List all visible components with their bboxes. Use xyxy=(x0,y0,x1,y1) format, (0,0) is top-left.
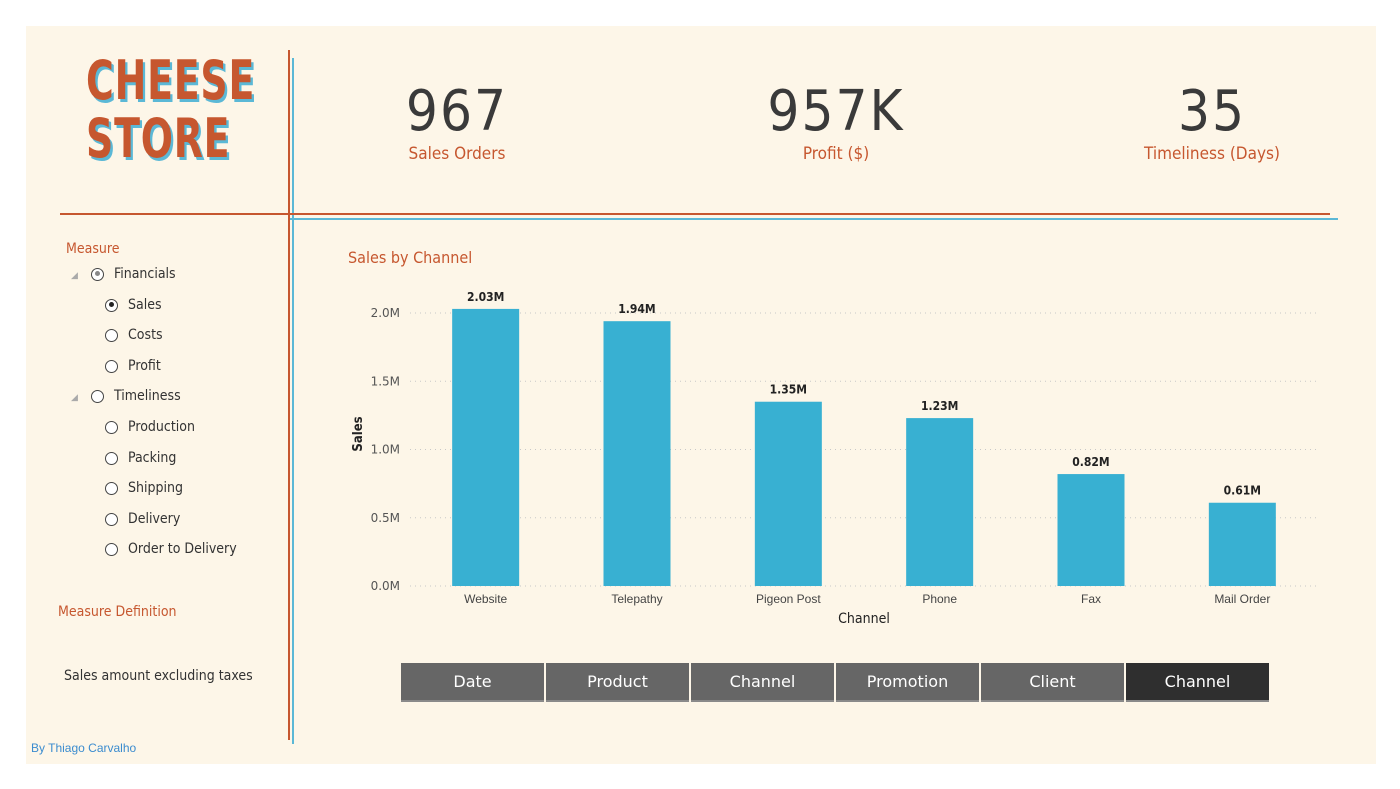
slicer-item-label: Sales xyxy=(128,297,162,313)
data-label: 1.23M xyxy=(921,399,958,413)
nav-button-channel[interactable]: Channel xyxy=(691,663,834,702)
slicer-item-costs[interactable]: Costs xyxy=(105,327,163,343)
logo-line-1: CHEESE xyxy=(86,49,256,112)
radio-icon[interactable] xyxy=(105,451,118,465)
radio-icon[interactable] xyxy=(105,359,118,373)
slicer-item-label: Shipping xyxy=(128,480,183,496)
nav-button-promotion[interactable]: Promotion xyxy=(836,663,979,702)
measure-definition-text: Sales amount excluding taxes xyxy=(64,668,253,684)
data-label: 0.61M xyxy=(1224,484,1261,498)
slicer-item-delivery[interactable]: Delivery xyxy=(105,511,180,527)
bar xyxy=(603,321,671,586)
y-axis-title: Sales xyxy=(351,416,366,451)
data-label: 2.03M xyxy=(467,290,504,304)
radio-icon[interactable] xyxy=(105,512,118,526)
radio-icon[interactable] xyxy=(91,389,104,403)
slicer-item-shipping[interactable]: Shipping xyxy=(105,480,183,496)
kpi-sales-orders: 967 Sales Orders xyxy=(347,79,567,165)
radio-icon[interactable] xyxy=(105,542,118,556)
slicer-item-label: Profit xyxy=(128,358,161,374)
nav-button-product[interactable]: Product xyxy=(546,663,689,702)
slicer-item-order-to-delivery[interactable]: Order to Delivery xyxy=(105,541,237,557)
x-tick-label: Mail Order xyxy=(1214,592,1270,606)
slicer-item-label: Production xyxy=(128,419,195,435)
slicer-item-sales[interactable]: Sales xyxy=(105,297,162,313)
slicer-item-label: Costs xyxy=(128,327,163,343)
x-tick-label: Telepathy xyxy=(611,592,662,606)
author-credit: By Thiago Carvalho xyxy=(31,741,137,755)
bar xyxy=(1208,502,1276,586)
y-tick-label: 2.0M xyxy=(371,306,400,320)
y-tick-label: 1.5M xyxy=(371,374,400,388)
kpi-label: Profit ($) xyxy=(802,144,870,164)
y-tick-label: 0.0M xyxy=(371,579,400,593)
collapse-triangle-icon[interactable]: ◢ xyxy=(71,271,78,281)
radio-icon[interactable] xyxy=(105,481,118,495)
slicer-item-profit[interactable]: Profit xyxy=(105,358,161,374)
slicer-group-label: Timeliness xyxy=(114,388,181,404)
radio-icon[interactable] xyxy=(91,267,104,281)
data-label: 1.35M xyxy=(770,383,807,397)
kpi-profit: 957K Profit ($) xyxy=(726,79,946,165)
slicer-group-label: Financials xyxy=(114,266,176,282)
bar xyxy=(1057,474,1125,586)
logo-line-2: STORE xyxy=(86,107,231,170)
horizontal-divider-red xyxy=(60,213,1330,215)
kpi-value: 967 xyxy=(405,79,509,144)
kpi-value: 35 xyxy=(1177,79,1247,144)
slicer-group-timeliness[interactable]: Timeliness xyxy=(91,388,181,404)
x-tick-label: Fax xyxy=(1081,592,1101,606)
report-canvas xyxy=(26,26,1376,764)
horizontal-divider-blue xyxy=(290,218,1338,220)
x-tick-label: Phone xyxy=(922,592,957,606)
chart-title: Sales by Channel xyxy=(348,248,473,267)
data-label: 0.82M xyxy=(1072,455,1109,469)
measure-definition-title: Measure Definition xyxy=(58,604,177,620)
slicer-item-label: Order to Delivery xyxy=(128,541,237,557)
y-tick-label: 0.5M xyxy=(371,511,400,525)
kpi-label: Timeliness (Days) xyxy=(1144,144,1280,164)
radio-icon[interactable] xyxy=(105,328,118,342)
bar xyxy=(906,418,974,586)
x-tick-label: Website xyxy=(464,592,507,606)
kpi-label: Sales Orders xyxy=(408,144,506,164)
cheese-store-logo: CHEESE STORE xyxy=(86,49,256,170)
page-navigation-bar: Date Product Channel Promotion Client Channel xyxy=(401,663,1271,702)
nav-button-channel-active[interactable]: Channel xyxy=(1126,663,1269,702)
nav-button-client[interactable]: Client xyxy=(981,663,1124,702)
slicer-item-label: Packing xyxy=(128,450,177,466)
kpi-timeliness: 35 Timeliness (Days) xyxy=(1102,79,1322,165)
vertical-divider-blue xyxy=(292,58,294,744)
x-tick-label: Pigeon Post xyxy=(756,592,821,606)
collapse-triangle-icon[interactable]: ◢ xyxy=(71,393,78,403)
sales-by-channel-chart: 0.0M 0.5M 1.0M 1.5M 2.0M 2.03M Website 1.94M Tel… xyxy=(351,290,1318,627)
slicer-item-packing[interactable]: Packing xyxy=(105,450,176,466)
radio-icon[interactable] xyxy=(105,298,118,312)
kpi-value: 957K xyxy=(767,79,905,144)
measure-slicer-title: Measure xyxy=(66,241,120,257)
slicer-group-financials[interactable]: Financials xyxy=(91,266,176,282)
slicer-item-label: Delivery xyxy=(128,511,181,527)
bar xyxy=(452,308,520,586)
y-tick-label: 1.0M xyxy=(371,443,400,457)
vertical-divider-red xyxy=(288,50,290,740)
nav-button-date[interactable]: Date xyxy=(401,663,544,702)
radio-icon[interactable] xyxy=(105,420,118,434)
slicer-item-production[interactable]: Production xyxy=(105,419,195,435)
data-label: 1.94M xyxy=(618,302,655,316)
x-axis-title: Channel xyxy=(838,611,890,627)
bar xyxy=(754,401,822,586)
